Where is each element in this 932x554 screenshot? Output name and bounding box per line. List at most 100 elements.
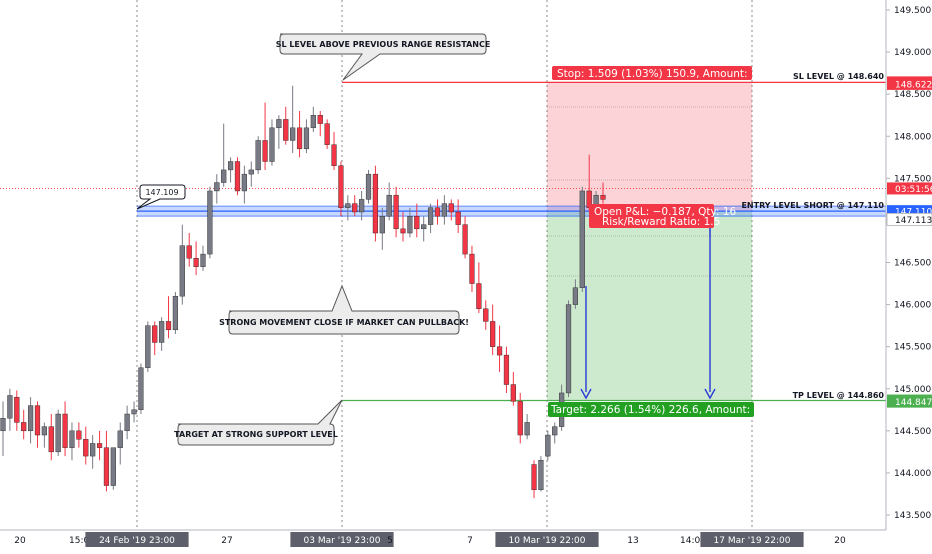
price-callout[interactable]: 147.109 — [136, 184, 186, 210]
y-tick-label: 149.000 — [894, 48, 931, 58]
tp-level-label: TP LEVEL @ 144.860 — [793, 391, 885, 400]
candle-body — [338, 165, 344, 208]
price-axis[interactable]: 143.500 144.000 144.500 145.000 145.500 146.0… — [885, 0, 932, 530]
candle — [290, 85, 296, 154]
x-tick-highlight — [700, 532, 804, 547]
candle — [393, 186, 399, 238]
y-tick-label: 144.000 — [894, 469, 931, 479]
candle-body — [55, 413, 61, 453]
candle — [372, 165, 379, 242]
candle — [76, 422, 82, 448]
candle-body — [248, 169, 254, 175]
candle-body — [283, 119, 289, 141]
candle — [131, 401, 137, 423]
plot-area[interactable] — [0, 0, 886, 530]
candle-body — [21, 422, 27, 432]
candle-body — [276, 119, 282, 129]
candle — [207, 186, 213, 259]
candle-body — [241, 173, 247, 192]
green-bottom-badge-text: 144.847 — [895, 398, 932, 408]
target-zone — [547, 211, 752, 401]
candle-body — [138, 367, 144, 410]
x-tick-label: 20 — [834, 536, 846, 546]
arrow-head-1 — [704, 388, 716, 400]
sl-level-label: SL LEVEL @ 148.640 — [793, 72, 884, 81]
candle — [269, 119, 275, 166]
red-top-badge-text: 148.622 — [895, 80, 932, 90]
pnl-line1: Open P&L: −0.187, Qty: 16 — [594, 206, 737, 218]
candle — [579, 186, 585, 292]
candle-body — [441, 203, 447, 217]
sl-note-text: SL LEVEL ABOVE PREVIOUS RANGE RESISTANCE — [276, 40, 491, 49]
candle — [531, 460, 537, 499]
red-top-badge — [887, 77, 932, 90]
candle-body — [227, 161, 234, 171]
candle-body — [365, 173, 372, 200]
candle — [303, 119, 310, 154]
candle-body — [7, 395, 13, 419]
candle — [165, 296, 172, 339]
candle — [34, 401, 41, 448]
candle-body — [207, 190, 213, 255]
candle-body — [552, 426, 558, 436]
candle-body — [400, 228, 406, 234]
pullback-note[interactable]: STRONG MOVEMENT CLOSE IF MARKET CAN PULL… — [219, 284, 469, 335]
candle — [103, 430, 110, 492]
candle — [496, 325, 503, 372]
y-tick-label: 148.000 — [894, 132, 931, 142]
candle-body — [496, 346, 503, 356]
candle-body — [90, 443, 96, 457]
candle-body — [41, 426, 47, 436]
candle — [490, 304, 496, 356]
x-tick-label: 5 — [387, 536, 393, 546]
candle-body — [490, 321, 496, 347]
target-arrows — [580, 228, 716, 400]
candle-body — [455, 211, 461, 225]
candle — [110, 447, 116, 490]
candle — [90, 435, 96, 469]
y-tick-label: 148.500 — [894, 90, 931, 100]
candle — [310, 106, 316, 133]
y-tick-label: 146.500 — [894, 259, 931, 269]
candle — [0, 401, 6, 457]
candle-body — [579, 190, 585, 288]
candle-body — [524, 422, 530, 436]
candle-body — [310, 115, 316, 129]
candle-body — [386, 194, 392, 217]
candle — [200, 245, 206, 271]
candle-body — [572, 287, 579, 305]
candle-body — [407, 216, 413, 234]
candle — [221, 123, 227, 187]
candle — [476, 262, 482, 313]
candle — [400, 212, 406, 242]
candle — [41, 422, 47, 448]
pnl-label[interactable]: Open P&L: −0.187, Qty: 16 Risk/Reward Ra… — [589, 204, 737, 228]
pnl-line2: Risk/Reward Ratio: 1.5 — [602, 216, 720, 228]
candle-body — [165, 321, 172, 331]
target-note[interactable]: TARGET AT STRONG SUPPORT LEVEL — [174, 399, 343, 446]
candle-body — [200, 253, 206, 267]
candle — [545, 430, 551, 461]
target-label[interactable]: Target: 2.266 (1.54%) 226.6, Amount: 136… — [548, 402, 791, 417]
candle — [7, 388, 13, 431]
y-tick-label: 149.500 — [894, 6, 931, 16]
candle — [565, 300, 572, 398]
candle-body — [27, 405, 34, 432]
candle — [138, 363, 144, 414]
candle — [524, 414, 530, 440]
stop-label[interactable]: Stop: 1.509 (1.03%) 150.9, Amount: 75.86 — [552, 66, 781, 80]
candle-body — [296, 127, 303, 150]
candle-body — [179, 245, 185, 297]
candle-body — [462, 224, 468, 255]
candle-body — [234, 161, 241, 192]
candle — [145, 321, 151, 372]
y-tick-labels: 143.500 144.000 144.500 145.000 145.500 146.0… — [886, 6, 931, 521]
candle — [248, 161, 254, 187]
candle — [503, 346, 510, 393]
sl-note[interactable]: SL LEVEL ABOVE PREVIOUS RANGE RESISTANCE — [276, 33, 491, 81]
stop-text: Stop: 1.509 (1.03%) 150.9, Amount: 75.86 — [557, 68, 781, 80]
candle-body — [290, 127, 296, 141]
